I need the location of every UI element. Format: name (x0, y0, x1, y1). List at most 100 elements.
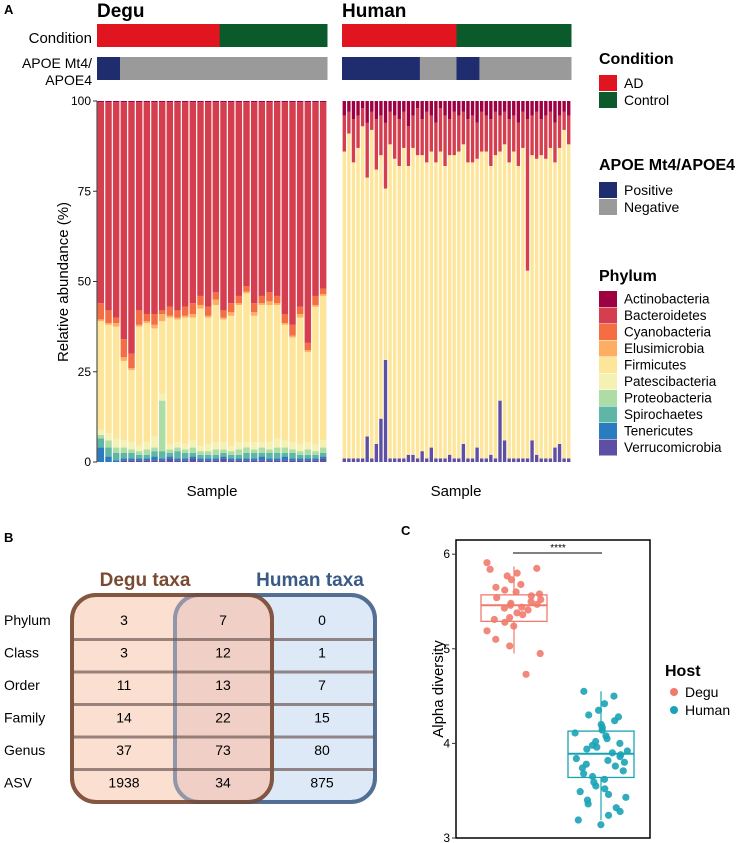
degu-bar-segment-bacteroidetes (243, 102, 250, 287)
human-bar-segment-firmicutes (370, 129, 374, 459)
human-condition-cell (410, 24, 416, 47)
human-bar-segment-verrucomicrobia (484, 458, 488, 462)
human-condition-cell (543, 24, 549, 47)
degu-bar-segment-tenericutes (258, 456, 266, 461)
human-condition-cell (488, 24, 494, 47)
degu-bar-segment-patescibacteria (197, 445, 204, 452)
degu-bar-segment-actinobacteria (266, 101, 273, 103)
degu-bar-segment-bacteroidetes (112, 102, 120, 318)
degu-bar-segment-tenericutes (250, 458, 258, 461)
human-apoe-cell (506, 57, 512, 80)
human-bar-segment-firmicutes (502, 144, 507, 441)
degu-bar-segment-patescibacteria (120, 440, 128, 448)
degu-bar-segment-firmicutes (250, 315, 258, 443)
legend-negative-swatch (599, 199, 617, 215)
degu-x-label: Sample (187, 483, 238, 500)
human-bar-segment-verrucomicrobia (388, 458, 392, 462)
degu-bar-segment-firmicutes (243, 293, 250, 443)
human-bar-segment-actinobacteria (383, 101, 388, 123)
human-bar-segment-verrucomicrobia (548, 458, 553, 462)
degu-bar-segment-patescibacteria (312, 443, 319, 452)
degu-bar-segment-bacteroidetes (312, 102, 319, 296)
venn-shared-count: 13 (215, 677, 231, 693)
degu-bar-segment-actinobacteria (97, 101, 105, 103)
degu-bar-segment-spirochaetes (235, 454, 243, 459)
human-data-point (597, 821, 605, 829)
human-apoe-cell (383, 57, 389, 80)
human-data-point (616, 739, 624, 747)
degu-bar-segment-verrucomicrobia (220, 458, 227, 462)
human-bar-segment-actinobacteria (493, 101, 498, 112)
human-bar-segment-actinobacteria (443, 101, 447, 116)
degu-bar-segment-proteobacteria (97, 434, 105, 439)
degu-bar-segment-bacteroidetes (250, 102, 258, 304)
degu-bar-segment-firmicutes (166, 317, 174, 444)
human-bar-segment-verrucomicrobia (397, 458, 401, 462)
human-bar-segment-actinobacteria (379, 101, 383, 116)
human-bar-segment-firmicutes (567, 144, 571, 459)
human-bar-segment-firmicutes (402, 147, 406, 459)
degu-bar-segment-proteobacteria (235, 449, 243, 455)
legend-ad-label: AD (624, 75, 643, 91)
degu-data-point (500, 604, 509, 612)
degu-bar-segment-spirochaetes (143, 454, 151, 459)
human-bar-segment-bacteroidetes (379, 115, 383, 156)
human-apoe-cell (520, 57, 526, 80)
human-bar-segment-firmicutes (544, 158, 548, 459)
human-bar-segment-firmicutes (484, 151, 488, 459)
degu-bar-segment-elusimicrobia (151, 324, 158, 329)
degu-bar-segment-elusimicrobia (250, 312, 258, 316)
human-bar-segment-actinobacteria (342, 101, 346, 116)
human-bar-segment-actinobacteria (562, 101, 566, 112)
human-title: Human (342, 1, 406, 22)
human-condition-cell (461, 24, 467, 47)
degu-data-point (519, 611, 527, 619)
degu-bar-segment-tenericutes (304, 458, 312, 461)
human-bar-segment-bacteroidetes (539, 119, 543, 156)
human-bar-segment-actinobacteria (356, 101, 360, 116)
degu-bar-segment-cyanobacteria (143, 313, 151, 322)
degu-bar-segment-cyanobacteria (220, 310, 227, 318)
human-condition-cell (360, 24, 366, 47)
degu-bar-segment-elusimicrobia (189, 313, 197, 318)
degu-condition-cell (319, 24, 328, 47)
degu-condition-cell (135, 24, 144, 47)
human-apoe-cell (410, 57, 416, 80)
degu-condition-cell (304, 24, 313, 47)
human-bar-segment-bacteroidetes (484, 115, 488, 152)
degu-bar-segment-verrucomicrobia (151, 460, 158, 462)
legend-phylum-label: Elusimicrobia (624, 341, 705, 356)
degu-bar-segment-patescibacteria (204, 443, 212, 452)
degu-bar-segment-verrucomicrobia (158, 460, 166, 462)
degu-data-point (522, 670, 530, 678)
degu-condition-cell (212, 24, 221, 47)
human-condition-cell (561, 24, 567, 47)
human-bar-segment-actinobacteria (557, 101, 562, 116)
degu-apoe-cell (104, 57, 113, 80)
human-bar-segment-verrucomicrobia (470, 458, 475, 462)
degu-bar-segment-tenericutes (296, 458, 304, 461)
legend-phylum-label: Patescibacteria (624, 374, 717, 389)
human-bar-segment-verrucomicrobia (406, 454, 411, 462)
degu-condition-cell (158, 24, 167, 47)
degu-condition-cell (204, 24, 213, 47)
degu-apoe-cell (288, 57, 297, 80)
degu-bar-segment-tenericutes (189, 456, 197, 459)
degu-bar-segment-verrucomicrobia (143, 460, 151, 462)
human-bar-segment-actinobacteria (525, 101, 530, 120)
human-condition-cell (429, 24, 435, 47)
degu-apoe-cell (120, 57, 129, 80)
legend-phylum-label: Verrucomicrobia (624, 440, 722, 455)
degu-data-point (518, 603, 526, 611)
condition-row-label: Condition (29, 30, 92, 47)
human-bar-segment-firmicutes (392, 158, 397, 459)
degu-bar-segment-spirochaetes (296, 454, 304, 459)
degu-bar-segment-actinobacteria (197, 101, 204, 103)
degu-bar-segment-elusimicrobia (174, 317, 181, 320)
legend-phylum-swatch (599, 340, 617, 357)
human-bar-segment-firmicutes (553, 162, 557, 448)
legend-phylum-swatch (599, 307, 617, 324)
degu-apoe-cell (311, 57, 320, 80)
degu-bar-segment-verrucomicrobia (296, 460, 304, 462)
degu-bar-segment-bacteroidetes (166, 102, 174, 307)
